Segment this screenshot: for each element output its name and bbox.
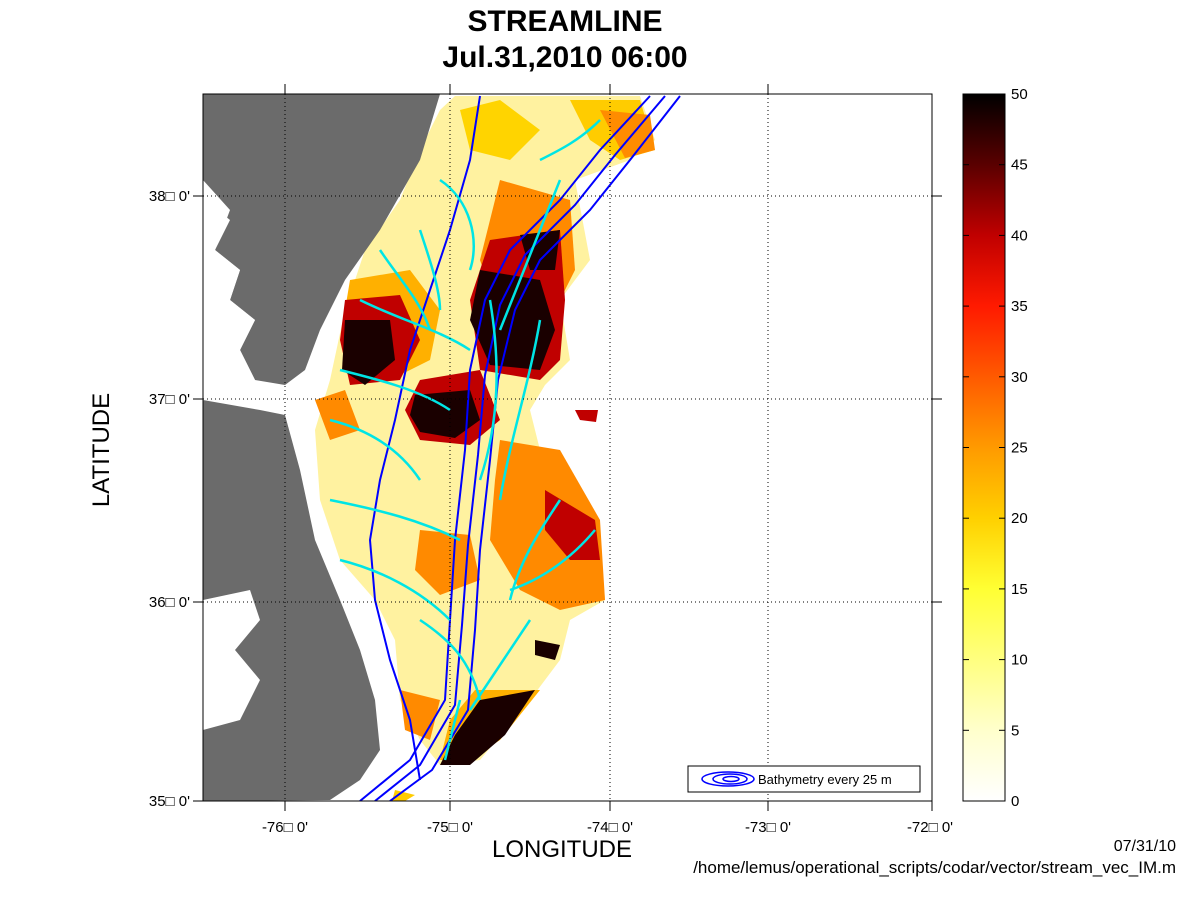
x-tick-label: -75□ 0' xyxy=(427,819,473,836)
speed-region-max xyxy=(440,690,535,765)
legend-label: Bathymetry every 25 m xyxy=(758,772,892,787)
x-tick-labels: -76□ 0' -75□ 0' -74□ 0' -73□ 0' -72□ 0' xyxy=(262,819,953,836)
plot-subtitle-datetime: Jul.31,2010 06:00 xyxy=(442,41,688,74)
chesapeake-bay xyxy=(203,180,255,390)
y-axis-label: LATITUDE xyxy=(88,392,115,508)
grid xyxy=(203,94,932,801)
y-tick-labels: 35□ 0' 36□ 0' 37□ 0' 38□ 0' xyxy=(149,188,190,810)
colorbar-tick-label: 30 xyxy=(1011,369,1028,386)
streamline xyxy=(443,699,462,761)
footer-date: 07/31/10 xyxy=(1113,838,1176,855)
x-tick-label: -74□ 0' xyxy=(587,819,633,836)
streamline xyxy=(468,619,532,711)
y-tick-label: 38□ 0' xyxy=(149,188,190,205)
x-tick-label: -76□ 0' xyxy=(262,819,308,836)
streamline xyxy=(359,298,471,352)
streamline xyxy=(378,249,432,331)
colorbar-gradient xyxy=(962,93,1006,802)
streamlines xyxy=(329,119,601,761)
speed-region-very-high xyxy=(545,490,600,560)
y-tick-label: 37□ 0' xyxy=(149,391,190,408)
legend-box xyxy=(687,765,921,793)
streamline xyxy=(478,299,498,481)
speed-field xyxy=(315,96,655,801)
bathymetry-legend-icon xyxy=(701,771,755,787)
speed-region-max xyxy=(410,390,480,438)
colorbar-tick-label: 5 xyxy=(1011,722,1019,739)
colorbar-tick-label: 45 xyxy=(1011,157,1028,174)
bathymetry-contour xyxy=(359,95,651,801)
streamline xyxy=(329,418,422,481)
speed-region-max xyxy=(342,320,395,385)
streamline xyxy=(498,179,562,331)
colorbar-tick-label: 25 xyxy=(1011,440,1028,457)
streamline xyxy=(339,368,451,412)
bathymetry-legend: Bathymetry every 25 m xyxy=(687,765,921,793)
land-delmarva xyxy=(203,94,440,385)
colorbar-tick-labels: 0 5 10 15 20 25 30 35 40 45 50 xyxy=(1011,86,1028,810)
plot-frame xyxy=(202,93,933,802)
speed-region-high xyxy=(415,530,480,595)
streamline xyxy=(498,319,542,501)
footer-script-path: /home/lemus/operational_scripts/codar/ve… xyxy=(693,858,1176,877)
speed-region-very-high xyxy=(575,410,598,422)
speed-region-max xyxy=(520,230,560,270)
speed-region-max xyxy=(535,640,560,660)
streamline xyxy=(418,229,442,311)
colorbar-tick-label: 15 xyxy=(1011,581,1028,598)
streamline xyxy=(339,558,451,621)
y-tick-label: 35□ 0' xyxy=(149,793,190,810)
streamline xyxy=(439,178,475,271)
land xyxy=(203,94,440,801)
colorbar-tick-label: 40 xyxy=(1011,227,1028,244)
colorbar-tick-label: 50 xyxy=(1011,86,1028,103)
x-tick-label: -73□ 0' xyxy=(745,819,791,836)
speed-region-mid xyxy=(460,100,540,160)
plot-title: STREAMLINE xyxy=(467,5,663,38)
x-ticks xyxy=(284,84,933,811)
streamline xyxy=(329,498,461,542)
sound-water xyxy=(203,590,260,730)
y-tick-label: 36□ 0' xyxy=(149,594,190,611)
x-tick-label: -72□ 0' xyxy=(907,819,953,836)
map-content xyxy=(203,94,681,801)
streamline xyxy=(509,529,596,592)
y-ticks xyxy=(193,195,942,802)
streamline xyxy=(539,119,601,162)
speed-region-mid xyxy=(392,790,415,801)
streamline xyxy=(419,618,482,701)
bathymetry-contour xyxy=(374,95,666,801)
speed-region-high xyxy=(315,390,360,440)
colorbar-tick-label: 20 xyxy=(1011,510,1028,527)
colorbar-tick-label: 0 xyxy=(1011,793,1019,810)
colorbar-tick-label: 35 xyxy=(1011,298,1028,315)
colorbar: 0 5 10 15 20 25 30 35 40 45 50 xyxy=(962,86,1028,810)
colorbar-ticks xyxy=(963,93,1005,802)
x-axis-label: LONGITUDE xyxy=(492,836,633,863)
bathymetry-contour xyxy=(368,95,481,781)
colorbar-tick-label: 10 xyxy=(1011,652,1028,669)
